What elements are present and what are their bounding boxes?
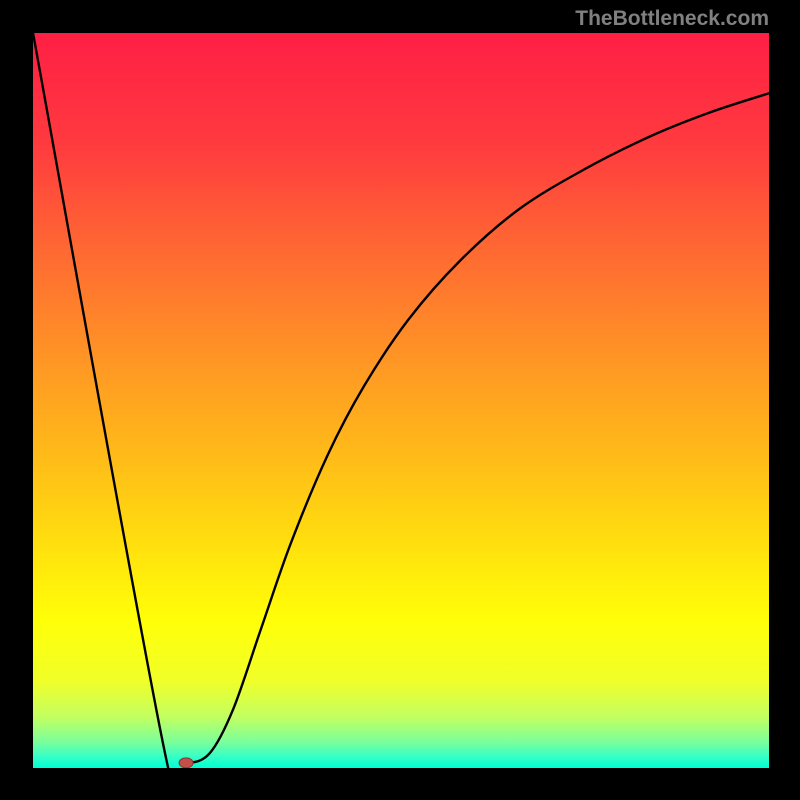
- watermark-text: TheBottleneck.com: [575, 7, 769, 31]
- curve-layer: [33, 33, 769, 768]
- min-marker: [179, 758, 193, 768]
- bottleneck-curve: [33, 33, 769, 768]
- chart-container: TheBottleneck.com: [0, 0, 800, 800]
- plot-area: [33, 33, 769, 768]
